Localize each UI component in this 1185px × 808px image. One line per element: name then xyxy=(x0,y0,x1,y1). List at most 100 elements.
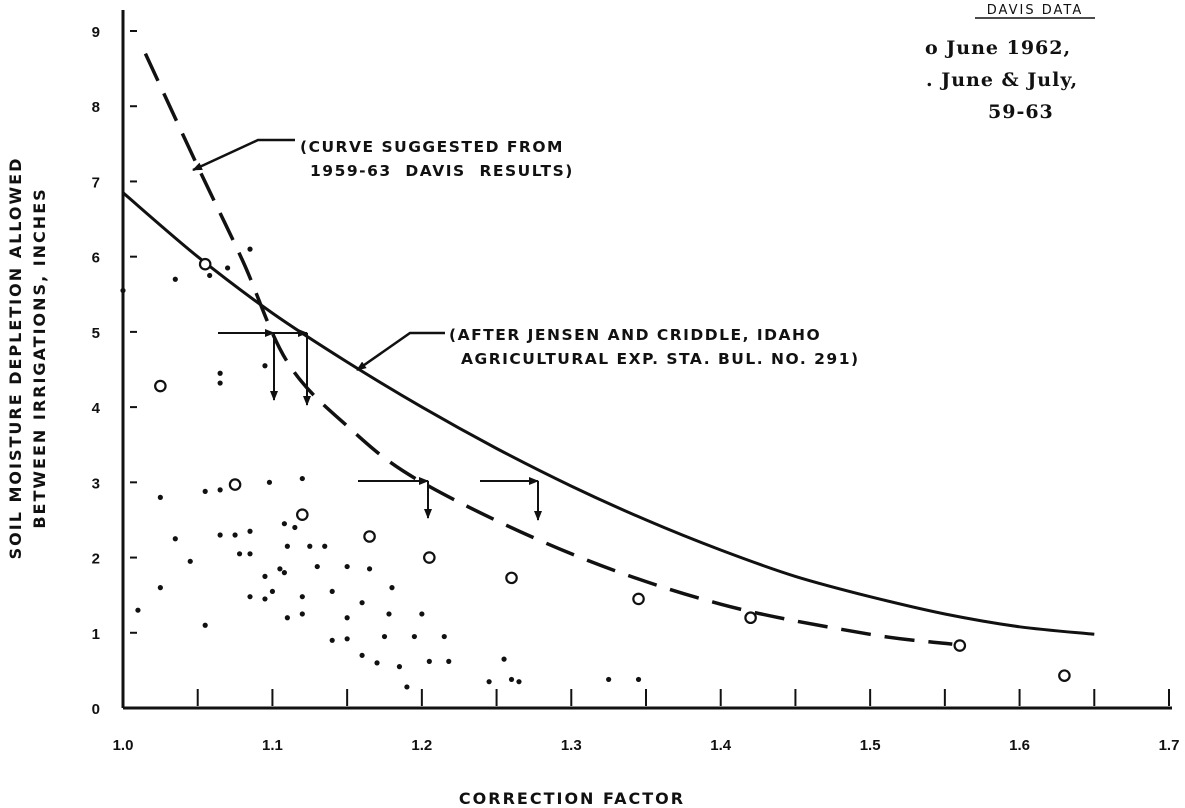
solid-curve-series xyxy=(122,191,1095,636)
dot-point xyxy=(292,524,298,531)
dot-point xyxy=(262,573,268,579)
dot-point xyxy=(247,246,253,252)
dot-point xyxy=(446,658,452,664)
dot-point xyxy=(217,487,223,493)
dot-point xyxy=(262,363,268,369)
solid-curve-annotation-line2: AGRICULTURAL EXP. STA. BUL. NO. 291) xyxy=(461,350,860,368)
solid-curve-annotation-line1: (AFTER JENSEN AND CRIDDLE, IDAHO xyxy=(449,326,821,344)
dot-point xyxy=(225,265,231,271)
dot-point xyxy=(135,607,141,613)
y-tick-label: 8 xyxy=(92,99,100,116)
x-tick-label: 1.2 xyxy=(411,737,432,754)
dot-point xyxy=(157,494,163,500)
x-axis-title: CORRECTION FACTOR xyxy=(459,789,685,808)
dot-point xyxy=(381,633,388,640)
dot-point xyxy=(606,676,612,683)
dot-point xyxy=(411,633,417,640)
y-tick-label: 6 xyxy=(92,250,100,267)
open-circle-point xyxy=(198,257,212,271)
open-circle-point xyxy=(632,592,645,606)
dashed-curve-annotation-line1: (CURVE SUGGESTED FROM xyxy=(300,138,564,156)
dot-point xyxy=(232,532,238,538)
dot-point xyxy=(386,611,392,617)
dot-point xyxy=(344,615,350,621)
y-tick-label: 9 xyxy=(92,24,100,41)
legend-title: DAVIS DATA xyxy=(987,3,1083,18)
curve-arrow-markers xyxy=(218,329,542,521)
y-tick-label: 0 xyxy=(92,701,100,718)
y-axis-title-line1: SOIL MOISTURE DEPLETION ALLOWED xyxy=(6,157,25,560)
open-circle-point xyxy=(363,530,376,543)
dot-point xyxy=(314,563,320,570)
solid-curve-leader xyxy=(356,331,445,372)
x-tick-label: 1.1 xyxy=(262,737,283,754)
x-tick-label: 1.3 xyxy=(561,737,582,754)
dot-point xyxy=(281,570,287,576)
data-points-group xyxy=(120,246,1071,690)
x-tick-label: 1.5 xyxy=(860,737,881,754)
dot-point xyxy=(359,600,365,606)
open-circle-point xyxy=(423,551,436,564)
legend-entry-years: 59-63 xyxy=(988,101,1054,123)
open-circle-point xyxy=(228,478,242,491)
dot-point xyxy=(419,611,425,617)
y-tick-label: 3 xyxy=(92,475,100,492)
dot-point xyxy=(247,551,253,557)
dot-point xyxy=(217,380,223,386)
y-tick-label: 5 xyxy=(92,325,100,342)
y-tick-group: 0 1 2 3 4 5 6 7 8 9 xyxy=(92,24,137,718)
dot-point xyxy=(202,622,208,628)
open-circle-point xyxy=(154,379,167,393)
dot-point xyxy=(187,558,193,564)
dot-point xyxy=(207,272,213,279)
dot-point xyxy=(366,566,373,572)
dot-point xyxy=(344,636,350,642)
y-tick-label: 2 xyxy=(92,551,100,568)
dot-point xyxy=(284,615,290,621)
open-circle-point xyxy=(296,508,309,521)
x-tick-label: 1.0 xyxy=(113,737,134,754)
dot-point xyxy=(441,633,447,640)
dot-point xyxy=(404,684,410,690)
dot-point xyxy=(396,664,403,670)
dot-point xyxy=(389,585,395,591)
dot-point xyxy=(299,594,305,600)
dot-point xyxy=(247,594,253,600)
y-tick-label: 7 xyxy=(92,174,100,191)
dot-point xyxy=(217,370,223,376)
dot-point xyxy=(516,679,522,685)
dot-point xyxy=(508,676,515,683)
dot-point xyxy=(277,566,283,572)
dot-point xyxy=(172,276,178,282)
dot-point xyxy=(307,543,313,549)
open-circle-point xyxy=(1058,669,1071,682)
dot-point xyxy=(344,563,350,570)
dot-point xyxy=(501,656,507,662)
dot-point xyxy=(202,488,208,494)
y-tick-label: 4 xyxy=(92,400,101,417)
dashed-curve-series xyxy=(143,52,953,646)
open-circle-point xyxy=(505,571,518,585)
dot-point xyxy=(236,551,243,557)
dot-point xyxy=(329,588,335,595)
open-circle-point xyxy=(744,611,757,625)
legend-entry-june-july: . June & July, xyxy=(926,69,1078,91)
legend-entry-june-1962: o June 1962, xyxy=(925,37,1071,59)
dot-point xyxy=(217,532,223,538)
y-tick-label: 1 xyxy=(92,626,100,643)
dot-point xyxy=(426,658,432,664)
y-axis-title-line2: BETWEEN IRRIGATIONS, INCHES xyxy=(30,187,49,528)
dot-point xyxy=(172,536,178,542)
dot-point xyxy=(359,652,365,658)
x-tick-label: 1.4 xyxy=(710,737,732,754)
dot-point xyxy=(299,475,305,482)
dot-point xyxy=(486,679,492,685)
dot-point xyxy=(157,585,163,591)
dashed-curve-leader xyxy=(192,138,295,172)
x-tick-group: 1.0 1.1 1.2 1.3 1.4 1.5 1.6 1.7 xyxy=(113,689,1180,754)
dot-point xyxy=(266,479,273,485)
x-tick-label: 1.7 xyxy=(1159,737,1180,754)
dot-point xyxy=(329,637,335,643)
dot-point xyxy=(635,676,642,683)
dot-point xyxy=(269,588,276,595)
